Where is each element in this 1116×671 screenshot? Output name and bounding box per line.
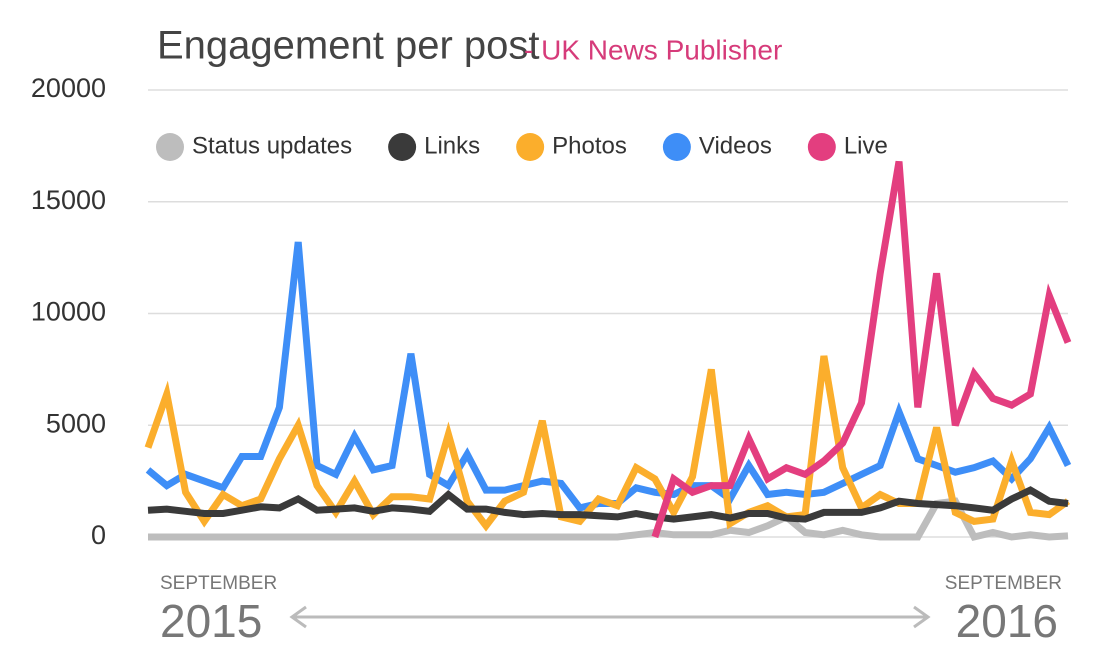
end-month: SEPTEMBER <box>945 573 1062 594</box>
chart-subtitle: - UK News Publisher <box>524 34 782 65</box>
legend-label: Links <box>424 132 480 159</box>
series-line <box>148 497 1069 542</box>
chart-title: Engagement per post <box>157 24 539 68</box>
legend-label: Photos <box>552 132 627 159</box>
legend-swatch <box>662 133 691 161</box>
y-tick-label: 15000 <box>31 185 106 215</box>
legend-label: Live <box>844 132 888 159</box>
y-tick-label: 5000 <box>46 408 106 438</box>
series-line <box>651 160 1072 539</box>
legend-swatch <box>807 133 836 161</box>
series-line <box>147 486 1069 523</box>
legend-label: Status updates <box>192 132 352 159</box>
y-tick-label: 10000 <box>31 297 106 327</box>
legend-swatch <box>388 133 417 161</box>
y-tick-label: 20000 <box>31 73 106 103</box>
end-year: 2016 <box>956 595 1058 647</box>
y-tick-label: 0 <box>91 520 106 550</box>
legend-label: Videos <box>699 132 772 159</box>
legend-swatch <box>516 133 545 161</box>
legend-swatch <box>156 133 184 161</box>
start-month: SEPTEMBER <box>160 573 277 594</box>
period-arrow <box>289 605 931 629</box>
start-year: 2015 <box>160 595 262 647</box>
series-line <box>144 355 1071 532</box>
